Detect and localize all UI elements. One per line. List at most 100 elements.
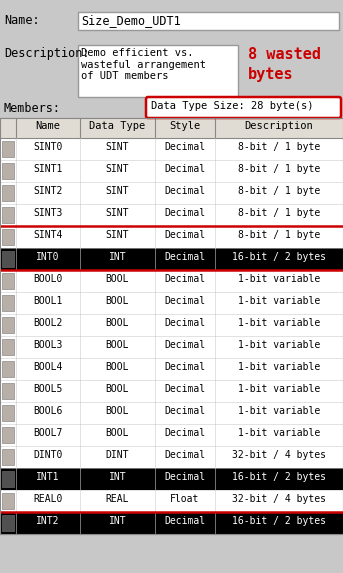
Text: Decimal: Decimal: [164, 208, 205, 218]
Bar: [0, 490, 343, 512]
Text: SINT2: SINT2: [33, 186, 63, 196]
Bar: [2, 383, 14, 399]
Text: BOOL6: BOOL6: [33, 406, 63, 416]
Bar: [0, 226, 343, 248]
Text: Decimal: Decimal: [164, 428, 205, 438]
Text: SINT: SINT: [106, 208, 129, 218]
Bar: [0, 468, 343, 490]
Text: Description:: Description:: [4, 47, 90, 60]
Bar: [0, 292, 343, 314]
Bar: [0, 204, 343, 226]
Bar: [0, 314, 343, 336]
Text: BOOL: BOOL: [106, 296, 129, 306]
Text: Size_Demo_UDT1: Size_Demo_UDT1: [81, 14, 181, 27]
Text: BOOL4: BOOL4: [33, 362, 63, 372]
Bar: [2, 361, 14, 377]
Text: Decimal: Decimal: [164, 296, 205, 306]
Bar: [78, 45, 238, 97]
Bar: [2, 317, 14, 333]
Text: DINT: DINT: [106, 450, 129, 460]
Text: Data Type Size: 28 byte(s): Data Type Size: 28 byte(s): [151, 101, 314, 111]
Text: Decimal: Decimal: [164, 318, 205, 328]
Text: Decimal: Decimal: [164, 340, 205, 350]
Text: Decimal: Decimal: [164, 406, 205, 416]
Bar: [0, 248, 343, 270]
Text: SINT3: SINT3: [33, 208, 63, 218]
Text: BOOL: BOOL: [106, 384, 129, 394]
Text: 8-bit / 1 byte: 8-bit / 1 byte: [238, 186, 320, 196]
Bar: [2, 251, 14, 267]
Text: Data Type: Data Type: [90, 121, 146, 131]
Text: 32-bit / 4 bytes: 32-bit / 4 bytes: [232, 450, 326, 460]
FancyBboxPatch shape: [146, 97, 341, 118]
Text: 8 wasted: 8 wasted: [248, 47, 321, 62]
Text: Members:: Members:: [4, 102, 61, 115]
Text: SINT4: SINT4: [33, 230, 63, 240]
Text: 16-bit / 2 bytes: 16-bit / 2 bytes: [232, 516, 326, 526]
Text: INT2: INT2: [36, 516, 60, 526]
Text: BOOL3: BOOL3: [33, 340, 63, 350]
Text: 1-bit variable: 1-bit variable: [238, 274, 320, 284]
Bar: [0, 138, 343, 160]
Text: BOOL5: BOOL5: [33, 384, 63, 394]
Text: 8-bit / 1 byte: 8-bit / 1 byte: [238, 230, 320, 240]
Bar: [2, 405, 14, 421]
Text: 1-bit variable: 1-bit variable: [238, 296, 320, 306]
Bar: [2, 273, 14, 289]
Text: Decimal: Decimal: [164, 142, 205, 152]
Text: BOOL0: BOOL0: [33, 274, 63, 284]
Text: 16-bit / 2 bytes: 16-bit / 2 bytes: [232, 252, 326, 262]
Text: Demo efficient vs.
wasteful arrangement
of UDT members: Demo efficient vs. wasteful arrangement …: [81, 48, 206, 81]
Text: BOOL7: BOOL7: [33, 428, 63, 438]
Bar: [0, 160, 343, 182]
Bar: [2, 515, 14, 531]
Text: BOOL: BOOL: [106, 340, 129, 350]
Text: SINT: SINT: [106, 230, 129, 240]
Text: Decimal: Decimal: [164, 450, 205, 460]
Text: BOOL: BOOL: [106, 274, 129, 284]
Bar: [0, 336, 343, 358]
Bar: [2, 471, 14, 487]
Bar: [2, 339, 14, 355]
Text: Description: Description: [245, 121, 314, 131]
Bar: [2, 163, 14, 179]
Text: 1-bit variable: 1-bit variable: [238, 406, 320, 416]
Text: INT0: INT0: [36, 252, 60, 262]
Bar: [2, 185, 14, 201]
Text: 32-bit / 4 bytes: 32-bit / 4 bytes: [232, 494, 326, 504]
Text: Decimal: Decimal: [164, 252, 205, 262]
Bar: [0, 424, 343, 446]
Text: SINT1: SINT1: [33, 164, 63, 174]
Text: 16-bit / 2 bytes: 16-bit / 2 bytes: [232, 472, 326, 482]
Text: bytes: bytes: [248, 67, 294, 82]
Text: BOOL: BOOL: [106, 318, 129, 328]
Text: BOOL: BOOL: [106, 406, 129, 416]
Text: 8-bit / 1 byte: 8-bit / 1 byte: [238, 142, 320, 152]
Text: SINT: SINT: [106, 164, 129, 174]
Bar: [0, 118, 343, 534]
Bar: [2, 207, 14, 223]
Bar: [0, 446, 343, 468]
Text: SINT0: SINT0: [33, 142, 63, 152]
Text: 8-bit / 1 byte: 8-bit / 1 byte: [238, 164, 320, 174]
Text: SINT: SINT: [106, 186, 129, 196]
Text: BOOL: BOOL: [106, 428, 129, 438]
Bar: [2, 427, 14, 443]
Text: INT: INT: [109, 252, 126, 262]
Bar: [0, 358, 343, 380]
Text: BOOL1: BOOL1: [33, 296, 63, 306]
Text: 1-bit variable: 1-bit variable: [238, 340, 320, 350]
Bar: [0, 402, 343, 424]
Text: Decimal: Decimal: [164, 186, 205, 196]
Bar: [78, 12, 339, 30]
Text: Decimal: Decimal: [164, 164, 205, 174]
Text: REAL0: REAL0: [33, 494, 63, 504]
Text: Decimal: Decimal: [164, 472, 205, 482]
Text: Name: Name: [35, 121, 60, 131]
Bar: [2, 295, 14, 311]
Text: Name:: Name:: [4, 14, 40, 27]
Bar: [0, 512, 343, 534]
Text: 1-bit variable: 1-bit variable: [238, 428, 320, 438]
Text: BOOL: BOOL: [106, 362, 129, 372]
Bar: [2, 449, 14, 465]
